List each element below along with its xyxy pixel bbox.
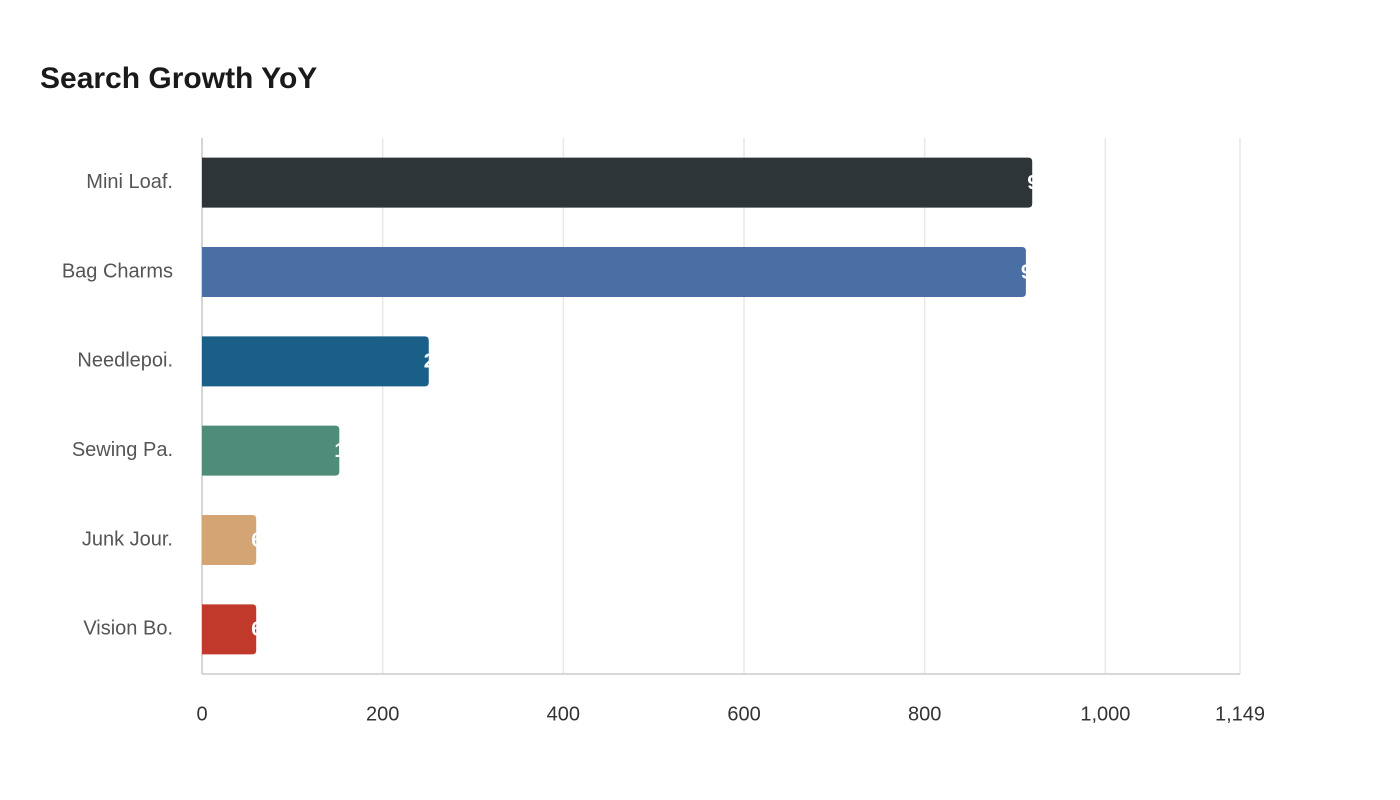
- x-tick-label: 800: [908, 703, 941, 725]
- x-tick-label: 0: [196, 703, 207, 725]
- bar: [202, 336, 429, 387]
- bar: [202, 604, 257, 655]
- value-label: 60: [251, 529, 273, 551]
- y-tick-label: Vision Bo.: [83, 618, 173, 640]
- y-tick-label: Bag Charms: [62, 260, 173, 282]
- value-label: 912: [1021, 261, 1054, 283]
- x-tick-label: 1,149: [1215, 703, 1265, 725]
- bar: [202, 247, 1026, 297]
- y-tick-label: Needlepoi.: [77, 350, 173, 372]
- chart-title: Search Growth YoY: [40, 62, 317, 95]
- y-tick-label: Mini Loaf.: [86, 171, 173, 193]
- value-label: 919: [1027, 172, 1060, 194]
- value-label: 60: [251, 619, 273, 641]
- y-tick-label: Sewing Pa.: [72, 439, 173, 461]
- y-tick-label: Junk Jour.: [82, 528, 173, 550]
- value-label: 251: [424, 351, 457, 373]
- bar: [202, 515, 257, 565]
- x-tick-label: 600: [727, 703, 760, 725]
- x-tick-label: 200: [366, 703, 399, 725]
- x-tick-label: 1,000: [1080, 703, 1130, 725]
- bar: [202, 157, 1033, 208]
- x-tick-label: 400: [547, 703, 580, 725]
- bar: [202, 425, 340, 476]
- value-label: 152: [334, 440, 367, 462]
